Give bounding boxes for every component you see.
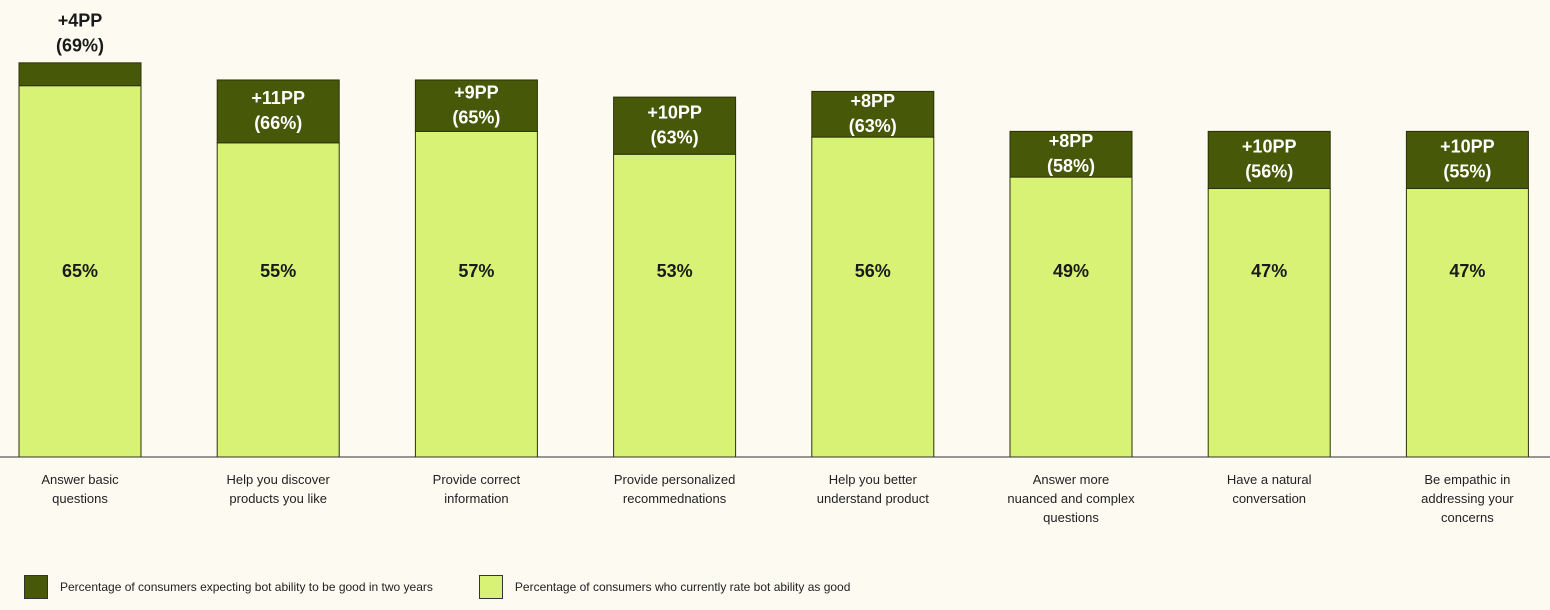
legend-swatch (24, 575, 48, 599)
bar-segment (1009, 130, 1133, 178)
bar-segment (414, 130, 538, 458)
total-label: (69%) (56, 36, 104, 56)
value-label: 55% (260, 261, 296, 281)
bar-segment (1009, 176, 1133, 458)
legend-item: Percentage of consumers expecting bot ab… (24, 575, 433, 599)
change-label: +4PP (58, 11, 103, 31)
value-label: 57% (458, 261, 494, 281)
bar-segment (1405, 188, 1529, 458)
plot: 65% +4PP (69%) 55% +11PP (66%) 57% +9PP (65%) 53%… (0, 11, 1550, 458)
total-label: (63%) (849, 116, 897, 136)
value-label: 56% (855, 261, 891, 281)
change-label: +10PP (1242, 137, 1297, 157)
total-label: (63%) (651, 127, 699, 147)
x-tick-label: Answer basic questions (41, 472, 119, 506)
x-tick-label: Provide personalized recommednations (613, 472, 736, 506)
bar-segment (811, 136, 935, 458)
bar-segment (216, 142, 340, 458)
total-label: (65%) (452, 107, 500, 127)
legend: Percentage of consumers expecting bot ab… (24, 575, 896, 599)
value-label: 49% (1053, 261, 1089, 281)
total-label: (56%) (1245, 162, 1293, 182)
bar-segment (1207, 188, 1331, 458)
change-label: +8PP (851, 91, 896, 111)
bar-segment (216, 79, 340, 144)
x-tick-label: Provide correct information (432, 472, 521, 506)
total-label: (58%) (1047, 156, 1095, 176)
bar-segment (18, 85, 142, 458)
x-tick-label: Help you better understand product (816, 472, 929, 506)
bar-segment (1405, 130, 1529, 190)
total-label: (66%) (254, 113, 302, 133)
bar-segment (811, 90, 935, 138)
x-tick-label: Answer more nuanced and complex question… (1007, 472, 1135, 525)
value-label: 65% (62, 261, 98, 281)
bar-segment (414, 79, 538, 132)
legend-label: Percentage of consumers who currently ra… (514, 580, 851, 594)
bar-segment (613, 96, 737, 155)
change-label: +10PP (647, 102, 702, 122)
value-label: 53% (657, 261, 693, 281)
x-tick-label: Have a natural conversation (1226, 472, 1312, 506)
legend-item: Percentage of consumers who currently ra… (478, 575, 851, 599)
change-label: +10PP (1440, 137, 1495, 157)
legend-label: Percentage of consumers expecting bot ab… (60, 580, 433, 594)
change-label: +9PP (454, 82, 499, 102)
value-label: 47% (1251, 261, 1287, 281)
bar-segment (18, 62, 142, 87)
bar-segment (1207, 130, 1331, 190)
x-tick-label: Help you discover products you like (226, 472, 330, 506)
change-label: +8PP (1049, 131, 1094, 151)
legend-swatch (478, 575, 503, 599)
value-label: 47% (1449, 261, 1485, 281)
change-label: +11PP (251, 88, 305, 108)
bar-segment (613, 153, 737, 458)
x-tick-label: Be empathic in addressing your concerns (1421, 472, 1514, 525)
total-label: (55%) (1443, 162, 1491, 182)
